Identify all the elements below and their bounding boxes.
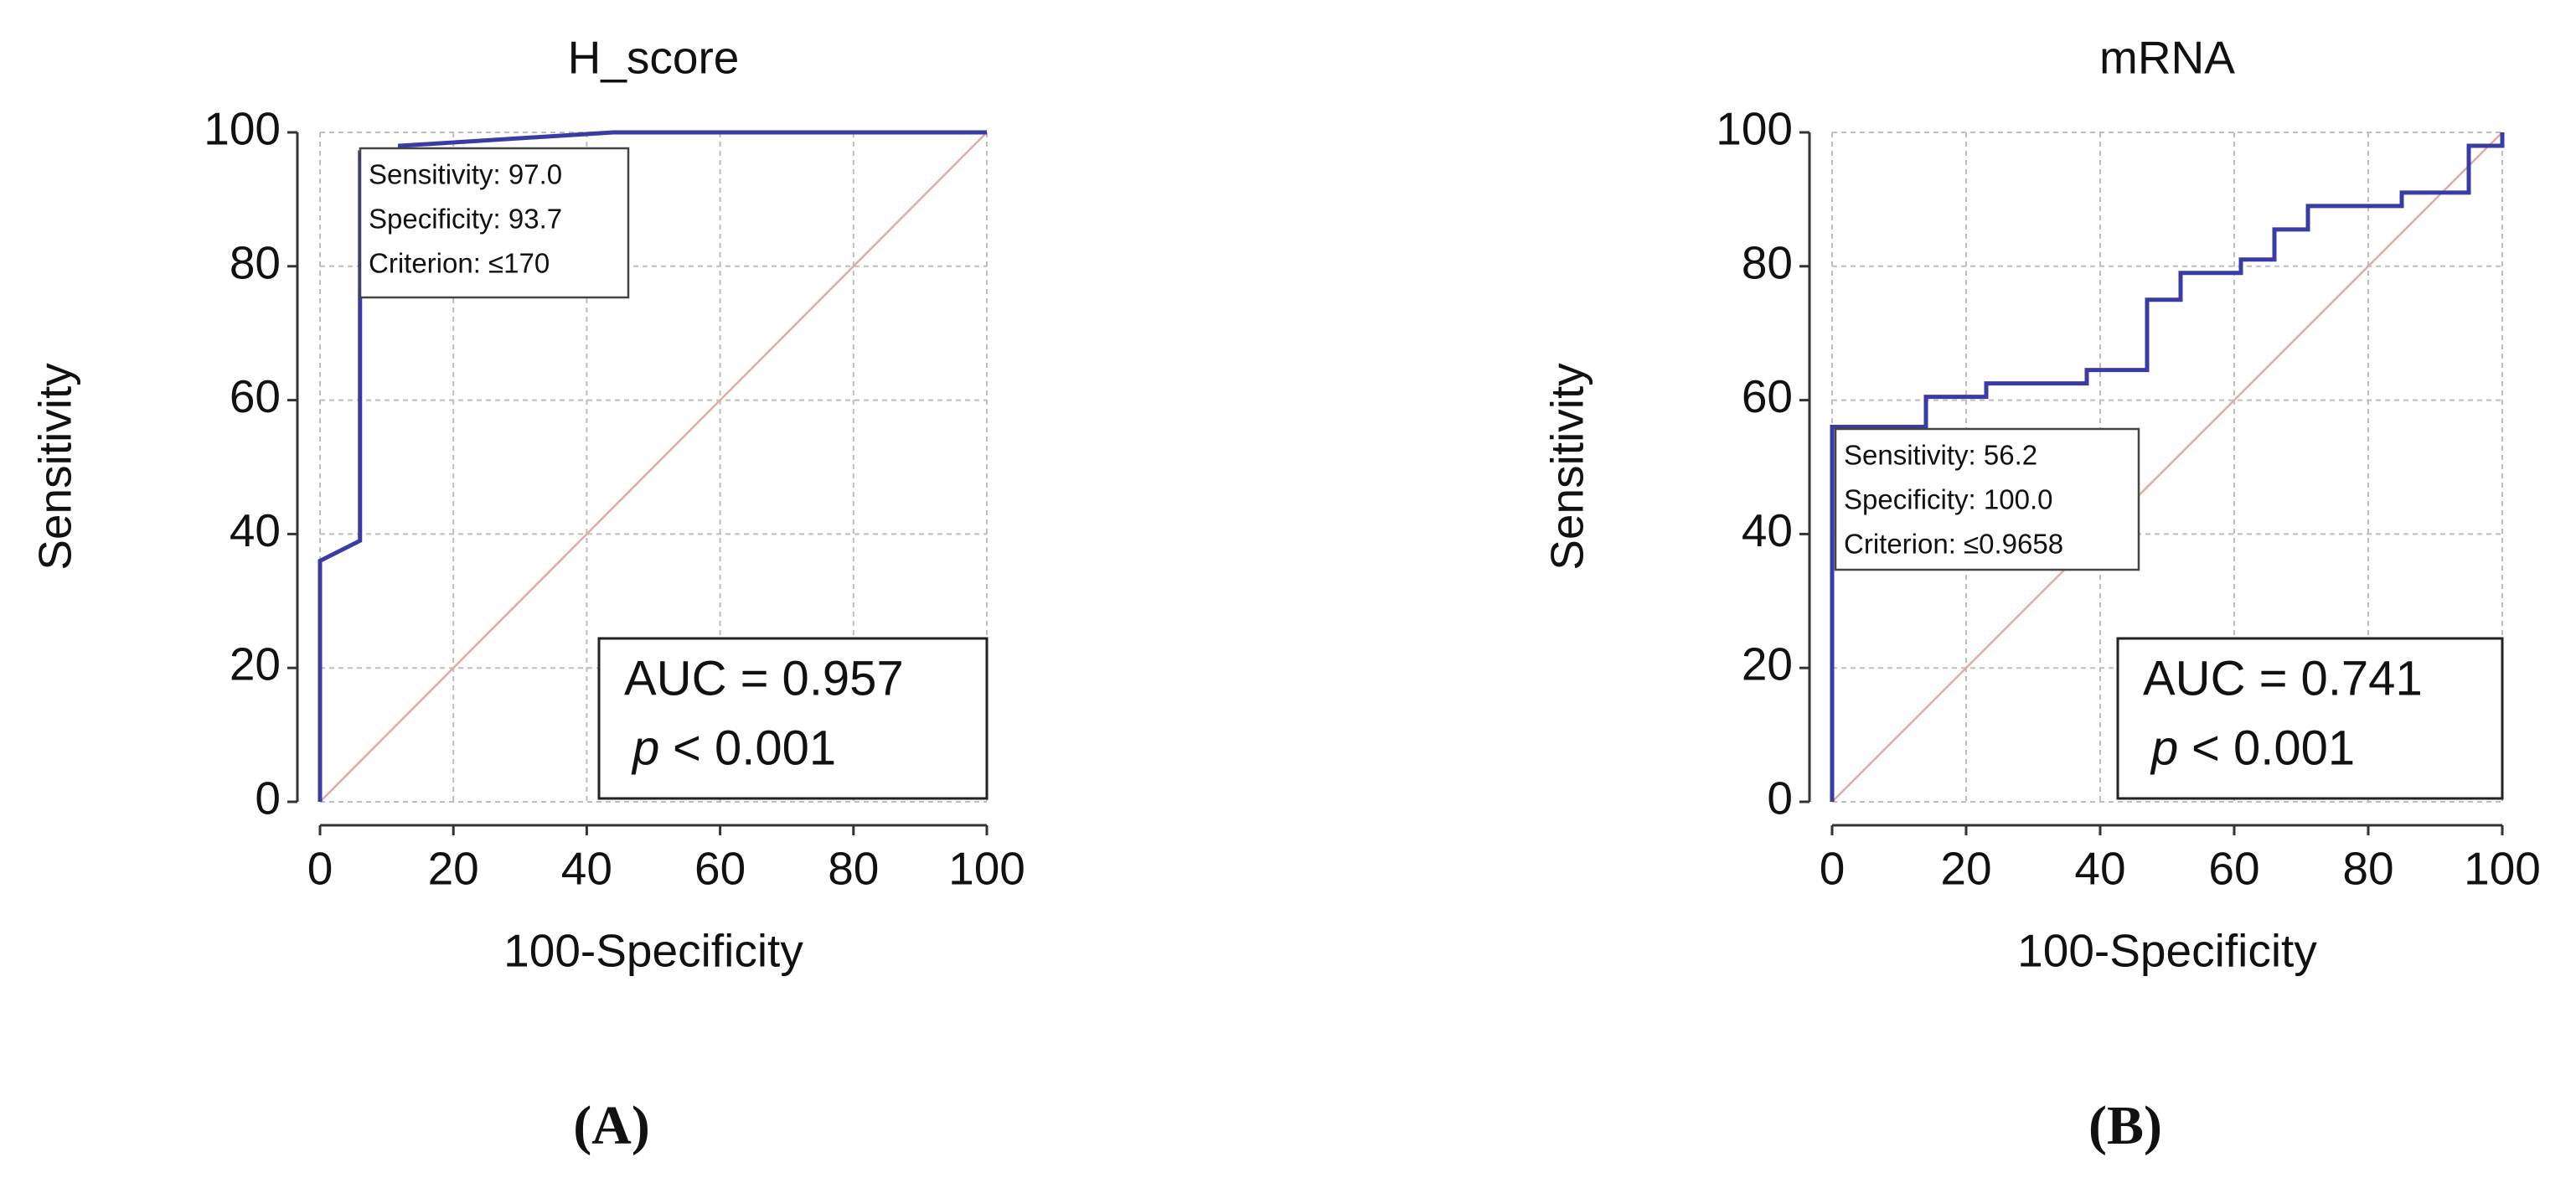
panel-label: (A) <box>573 1095 650 1156</box>
auc-text: AUC = 0.957 <box>624 651 904 705</box>
y-axis-label: Sensitivity <box>1541 363 1593 571</box>
x-tick-label: 100 <box>2464 843 2541 895</box>
reference-line <box>1831 132 2503 803</box>
auc-box <box>597 637 989 800</box>
x-tick-label: 100 <box>948 843 1025 895</box>
y-tick-label: 40 <box>1742 504 1793 556</box>
p-symbol: p <box>631 721 659 775</box>
y-tick-label: 100 <box>204 103 281 155</box>
auc-text: AUC = 0.741 <box>2143 651 2423 705</box>
x-tick-label: 60 <box>2208 843 2259 895</box>
p-value: < 0.001 <box>2191 721 2355 775</box>
x-tick-label: 0 <box>1820 843 1846 895</box>
y-tick-label: 60 <box>230 370 281 422</box>
y-tick-label: 40 <box>230 504 281 556</box>
chart-title: mRNA <box>2099 32 2235 84</box>
y-tick-label: 0 <box>255 772 281 824</box>
annotation-text: Criterion: ≤0.9658 <box>1844 529 2063 560</box>
y-tick-label: 20 <box>1742 638 1793 690</box>
annotation-text: Specificity: 93.7 <box>369 204 562 235</box>
panel-label: (B) <box>2088 1095 2162 1156</box>
chart-title: H_score <box>568 32 740 84</box>
annotation-text: Sensitivity: 56.2 <box>1844 440 2037 471</box>
x-tick-label: 20 <box>1940 843 1991 895</box>
y-tick-label: 20 <box>230 638 281 690</box>
x-axis-label: 100-Specificity <box>2017 925 2317 977</box>
y-axis-label: Sensitivity <box>29 363 81 571</box>
auc-box <box>2116 637 2504 800</box>
y-tick-label: 0 <box>1767 772 1793 824</box>
p-symbol: p <box>2150 721 2178 775</box>
x-tick-label: 0 <box>307 843 333 895</box>
annotation-text: Specificity: 100.0 <box>1844 484 2052 515</box>
y-tick-label: 80 <box>1742 236 1793 288</box>
x-tick-label: 40 <box>561 843 612 895</box>
x-tick-label: 60 <box>694 843 746 895</box>
reference-line <box>319 132 988 803</box>
x-tick-label: 20 <box>428 843 479 895</box>
y-tick-label: 80 <box>230 236 281 288</box>
p-value: < 0.001 <box>673 721 836 775</box>
annotation-box <box>1834 427 2140 571</box>
annotation-text: Criterion: ≤170 <box>369 248 550 279</box>
annotation-text: Sensitivity: 97.0 <box>369 159 562 190</box>
x-tick-label: 40 <box>2074 843 2125 895</box>
annotation-box <box>359 147 630 299</box>
x-tick-label: 80 <box>2342 843 2393 895</box>
y-tick-label: 60 <box>1742 370 1793 422</box>
y-tick-label: 100 <box>1716 103 1793 155</box>
roc-curve <box>1830 132 2505 802</box>
x-axis-label: 100-Specificity <box>503 925 803 977</box>
x-tick-label: 80 <box>828 843 879 895</box>
